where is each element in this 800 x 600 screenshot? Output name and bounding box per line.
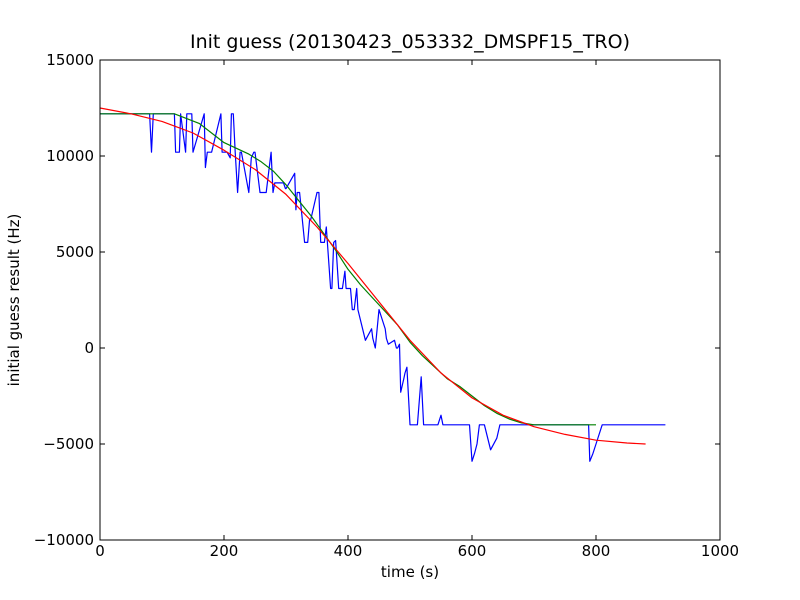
- series-line-3: [99, 107, 646, 445]
- y-axis-label: initial guess result (Hz): [5, 214, 23, 387]
- ticks-layer: 0 200 400 600 800 1000 −10000 −5000 0 5000 10000 15…: [34, 51, 739, 560]
- y-tick-label: −10000: [34, 531, 94, 549]
- x-tick-label: 400: [334, 542, 363, 560]
- series-layer: [99, 107, 666, 462]
- x-tick-label: 0: [95, 542, 105, 560]
- y-tick-label: 10000: [46, 147, 94, 165]
- x-tick-label: 800: [582, 542, 611, 560]
- x-tick-label: 600: [458, 542, 487, 560]
- x-tick-label: 200: [210, 542, 239, 560]
- x-axis-label: time (s): [381, 563, 439, 581]
- plot-frame: [99, 59, 721, 541]
- y-tick-label: −5000: [43, 435, 94, 453]
- series-line-2: [100, 113, 596, 426]
- y-tick-label: 5000: [56, 243, 94, 261]
- y-tick-label: 15000: [46, 51, 94, 69]
- chart-title: Init guess (20130423_053332_DMSPF15_TRO): [190, 31, 630, 53]
- y-tick-label: 0: [84, 339, 94, 357]
- x-tick-label: 1000: [701, 542, 739, 560]
- series-line-1: [100, 113, 666, 462]
